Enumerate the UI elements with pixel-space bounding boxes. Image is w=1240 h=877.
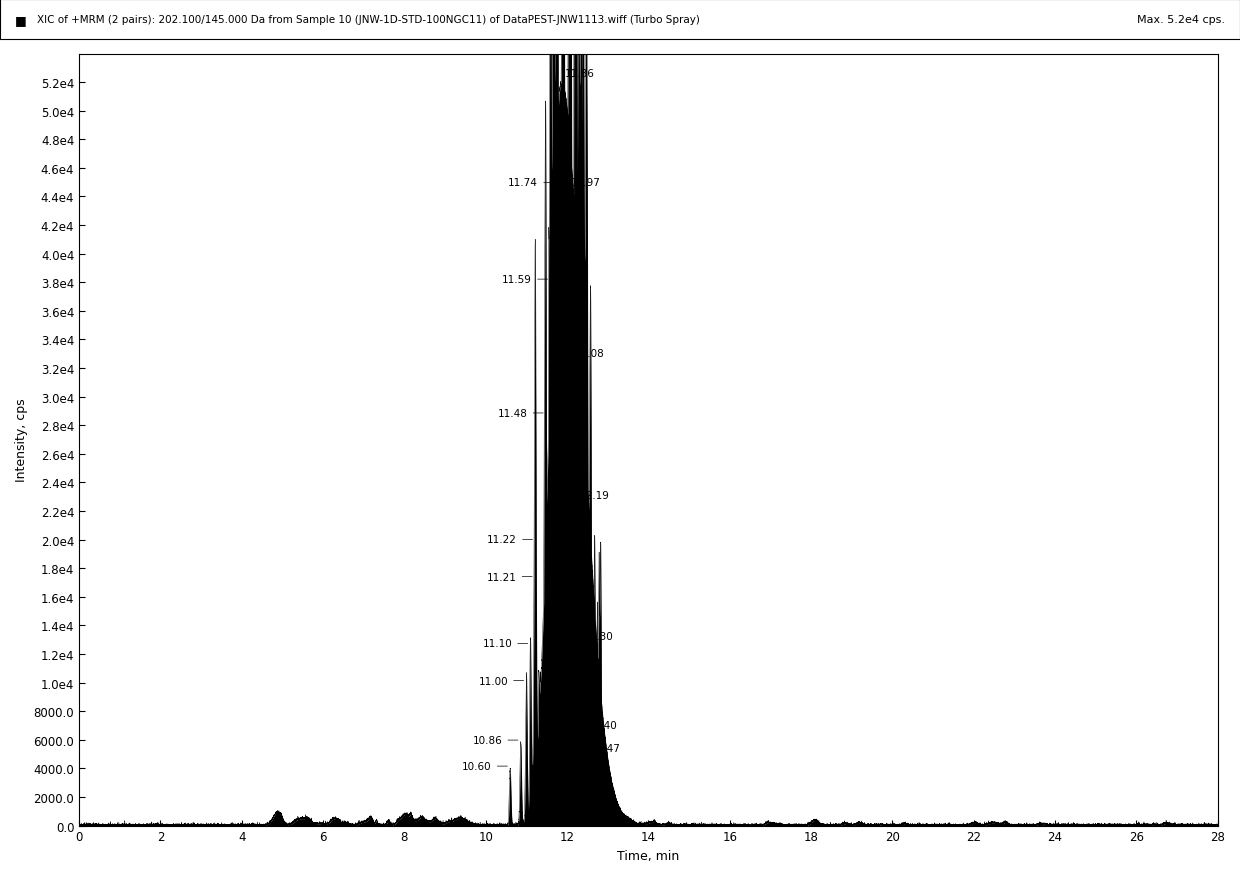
Text: 11.97: 11.97 — [565, 178, 600, 189]
Text: 12.40: 12.40 — [583, 720, 618, 731]
X-axis label: Time, min: Time, min — [618, 849, 680, 862]
Text: Max. 5.2e4 cps.: Max. 5.2e4 cps. — [1137, 15, 1225, 25]
Text: 11.86: 11.86 — [564, 69, 594, 79]
Text: 12.19: 12.19 — [575, 490, 610, 500]
Text: 11.74: 11.74 — [508, 178, 554, 189]
Text: 12.47: 12.47 — [587, 743, 621, 752]
Text: 12.30: 12.30 — [579, 631, 614, 641]
Text: 11.10: 11.10 — [482, 638, 528, 649]
Text: 11.59: 11.59 — [502, 275, 548, 285]
Text: 11.48: 11.48 — [497, 409, 543, 418]
Text: 10.60: 10.60 — [463, 761, 507, 771]
Text: ■: ■ — [15, 14, 26, 26]
Text: 11.21: 11.21 — [487, 572, 532, 581]
Text: 11.00: 11.00 — [479, 676, 523, 686]
Text: 11.22: 11.22 — [487, 535, 532, 545]
Text: 12.08: 12.08 — [570, 349, 605, 359]
Text: 10.86: 10.86 — [472, 735, 518, 745]
Y-axis label: Intensity, cps: Intensity, cps — [15, 398, 29, 481]
Text: XIC of +MRM (2 pairs): 202.100/145.000 Da from Sample 10 (JNW-1D-STD-100NGC11) o: XIC of +MRM (2 pairs): 202.100/145.000 D… — [37, 15, 701, 25]
